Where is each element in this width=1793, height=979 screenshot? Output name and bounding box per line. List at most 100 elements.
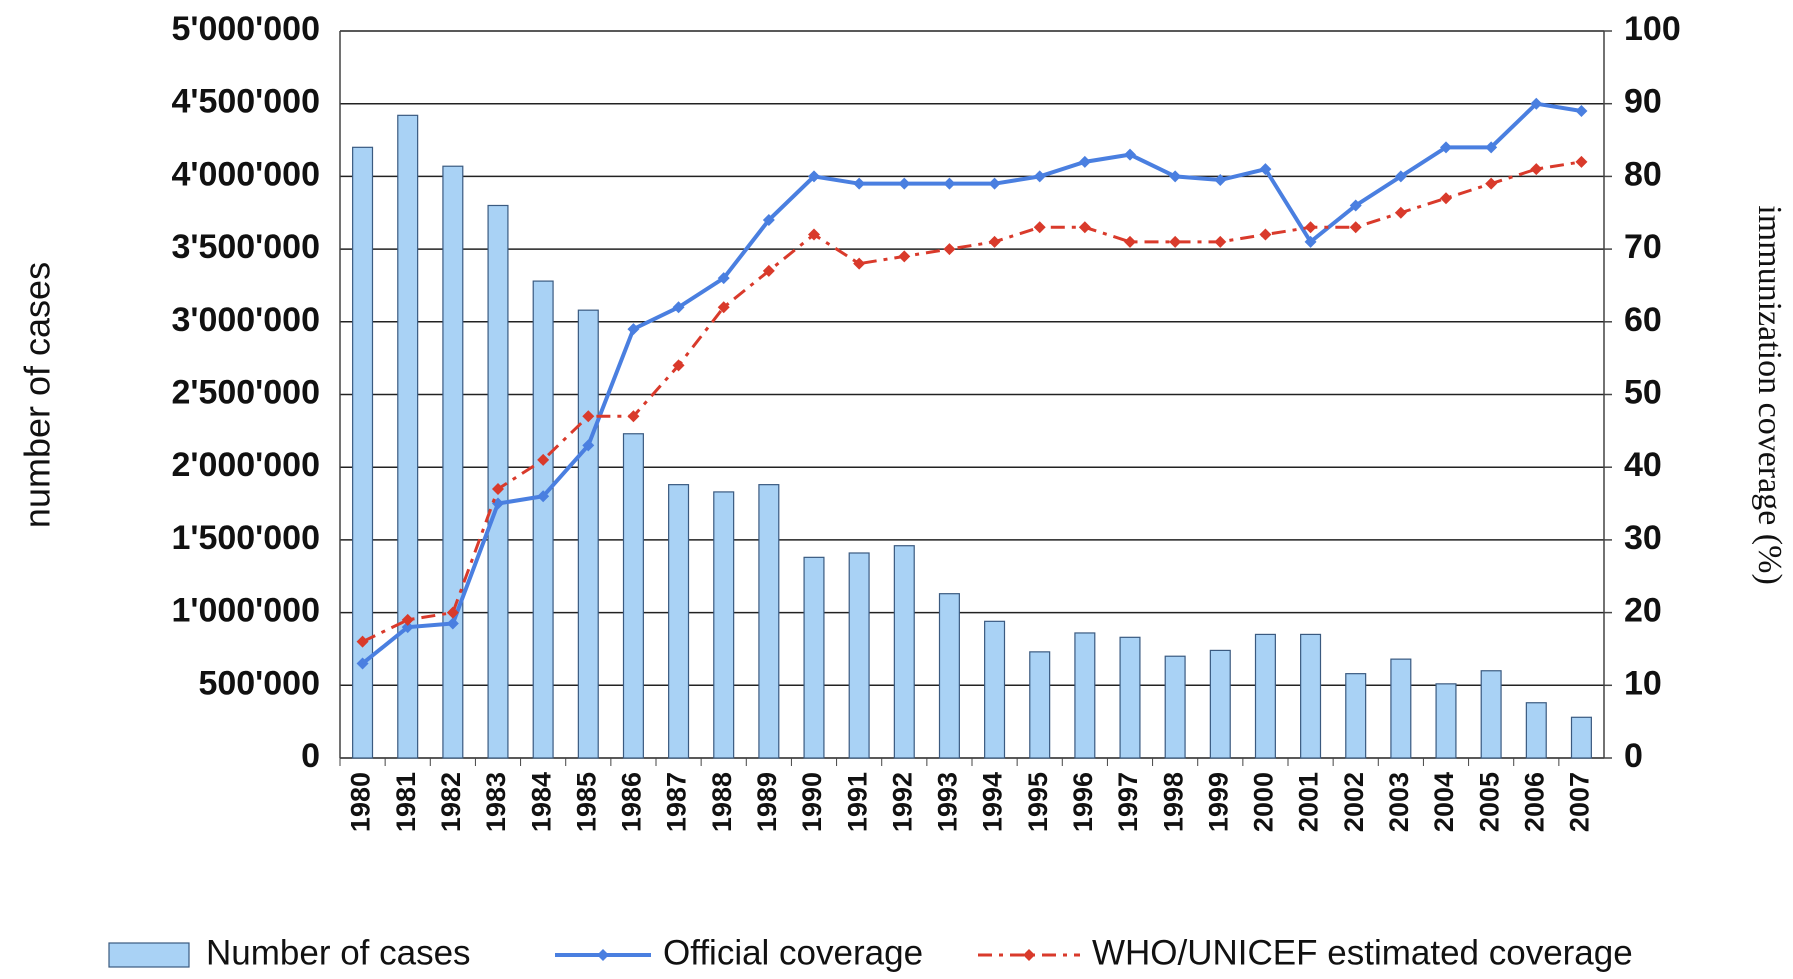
marker: [627, 410, 640, 423]
marker: [1169, 170, 1182, 183]
x-tick-label: 1982: [436, 772, 466, 832]
bar: [1300, 633, 1322, 759]
y2-tick-label: 0: [1624, 737, 1643, 775]
x-tick-label: 1986: [617, 772, 647, 832]
marker: [582, 410, 595, 423]
marker: [1440, 141, 1452, 154]
marker: [1214, 174, 1227, 187]
marker: [627, 323, 640, 336]
line: [361, 101, 1582, 666]
bar: [848, 552, 870, 759]
x-tick-label: 1991: [842, 772, 872, 832]
marker: [492, 483, 504, 496]
bar: [1119, 636, 1141, 759]
y2-tick-label: 50: [1624, 373, 1662, 411]
x-tick-label: 1995: [1023, 772, 1053, 832]
marker: [356, 657, 369, 670]
x-tick-label: 1994: [978, 772, 1008, 832]
x-tick-label: 1987: [662, 772, 692, 832]
x-tick-label: 2005: [1474, 772, 1504, 832]
x-tick-label: 1981: [391, 772, 421, 832]
marker: [853, 177, 866, 190]
x-tick-label: 1990: [797, 772, 827, 832]
x-tick-label: 2003: [1384, 772, 1414, 832]
bar: [397, 114, 419, 759]
x-tick-label: 1999: [1203, 772, 1233, 832]
bar: [713, 491, 735, 759]
marker: [988, 235, 1001, 248]
marker: [898, 177, 911, 190]
marker: [1440, 192, 1452, 205]
marker: [853, 257, 866, 270]
y2-tick-label: 40: [1624, 446, 1662, 484]
x-tick-label: 2002: [1339, 772, 1369, 832]
bar: [487, 204, 509, 759]
marker: [988, 177, 1001, 190]
x-tick-label: 1984: [526, 772, 556, 832]
y-tick-label: 2'500'000: [171, 373, 320, 411]
y-tick-label: 4'500'000: [171, 83, 320, 121]
marker: [1349, 199, 1362, 212]
y-axis-title: number of cases: [17, 262, 58, 528]
y-tick-label: 1'500'000: [171, 519, 320, 557]
y2-tick-label: 60: [1624, 301, 1662, 339]
bar: [1164, 655, 1186, 759]
x-tick-label: 1996: [1068, 772, 1098, 832]
x-tick-label: 2000: [1249, 772, 1279, 832]
marker: [1033, 221, 1046, 234]
y2-axis-title: immunization coverage (%): [1751, 205, 1788, 585]
bar: [1345, 673, 1367, 759]
x-tick-label: 1993: [933, 772, 963, 832]
legend-marker: [597, 949, 609, 961]
marker: [1078, 221, 1091, 234]
marker: [1575, 104, 1588, 117]
bar: [352, 146, 374, 759]
marker: [762, 214, 775, 227]
x-tick-label: 2007: [1565, 772, 1595, 832]
bar: [1525, 702, 1547, 759]
marker: [1394, 206, 1407, 219]
y-tick-label: 0: [301, 737, 320, 775]
marker: [717, 301, 730, 314]
x-tick-label: 1980: [346, 772, 376, 832]
x-tick-label: 1997: [1113, 772, 1143, 832]
marker: [1485, 141, 1498, 154]
marker: [446, 617, 459, 630]
marker: [1304, 235, 1317, 248]
marker: [672, 359, 685, 372]
legend-swatch: [108, 942, 190, 968]
bar: [1209, 649, 1231, 759]
bar: [532, 280, 554, 759]
bar: [938, 593, 960, 759]
bar: [758, 484, 780, 759]
line: [361, 160, 1582, 644]
marker: [537, 490, 550, 503]
legend-marker: [1023, 949, 1035, 961]
legend-label: WHO/UNICEF estimated coverage: [1092, 933, 1633, 972]
marker: [1530, 163, 1543, 176]
y2-tick-label: 20: [1624, 592, 1662, 630]
marker: [717, 272, 730, 285]
marker: [1259, 163, 1272, 176]
bar: [622, 433, 644, 759]
x-tick-label: 1992: [887, 772, 917, 832]
marker: [672, 301, 685, 314]
marker: [943, 243, 956, 256]
marker: [808, 170, 820, 183]
bar: [984, 620, 1006, 759]
marker: [401, 621, 414, 634]
marker: [356, 635, 369, 648]
marker: [762, 264, 775, 277]
y2-tick-label: 90: [1624, 83, 1662, 121]
y2-tick-label: 100: [1624, 10, 1681, 48]
marker: [1124, 148, 1136, 161]
bar: [1570, 716, 1592, 759]
marker: [1033, 170, 1046, 183]
y-tick-label: 5'000'000: [171, 10, 320, 48]
bar: [893, 545, 915, 759]
x-tick-label: 1998: [1158, 772, 1188, 832]
y-tick-label: 2'000'000: [171, 446, 320, 484]
marker: [1124, 235, 1136, 248]
marker: [537, 453, 550, 466]
